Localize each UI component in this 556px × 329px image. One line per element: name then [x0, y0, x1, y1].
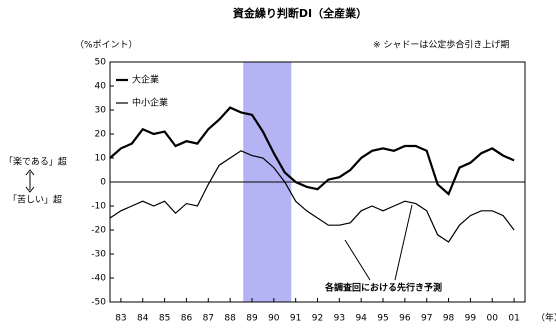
y-tick-label: -30 — [91, 250, 106, 260]
y-tick-label: 0 — [100, 178, 106, 188]
x-tick-label: 86 — [181, 314, 193, 324]
y-axis-label: （%ポイント） — [75, 40, 138, 51]
x-tick-label: 83 — [115, 314, 126, 324]
annotation: 各調査回における先行き予測 — [324, 282, 442, 294]
legend-label: 中小企業 — [132, 97, 168, 109]
x-tick-label: 88 — [224, 314, 236, 324]
series-line — [109, 150, 515, 243]
y-tick-label: 20 — [95, 130, 107, 140]
x-tick-label: 90 — [268, 314, 280, 324]
x-tick-label: 91 — [290, 314, 301, 324]
chart-title: 資金繰り判断DI（全産業） — [233, 6, 367, 20]
x-tick-label: 01 — [508, 314, 519, 324]
x-tick-label: 95 — [377, 314, 388, 324]
y-tick-label: 40 — [95, 82, 107, 92]
y-tick-label: 50 — [95, 58, 107, 68]
y-tick-label: -50 — [91, 298, 106, 308]
upper-label: 「楽である」超 — [4, 156, 67, 168]
x-tick-label: 99 — [465, 314, 477, 324]
x-tick-label: 97 — [421, 314, 432, 324]
y-tick-label: 30 — [95, 106, 107, 116]
lower-label: 「苦しい」超 — [8, 194, 62, 206]
arrow — [25, 169, 35, 193]
x-tick-label: 85 — [159, 314, 170, 324]
y-tick-label: -10 — [91, 202, 106, 212]
x-tick-label: 00 — [487, 314, 499, 324]
x-tick-label: 98 — [443, 314, 455, 324]
x-tick-label: 96 — [399, 314, 411, 324]
x-tick-label: 87 — [203, 314, 214, 324]
x-axis-label: （年） — [536, 312, 556, 324]
series-line — [109, 106, 515, 196]
note: ※ シャドーは公定歩合引き上げ期 — [373, 39, 509, 51]
x-tick-label: 92 — [312, 314, 323, 324]
annotation-pointer — [344, 204, 413, 281]
x-tick-label: 94 — [355, 314, 367, 324]
legend-label: 大企業 — [132, 74, 159, 86]
x-tick-label: 93 — [334, 314, 345, 324]
x-tick-label: 89 — [246, 314, 258, 324]
x-tick-label: 84 — [137, 314, 149, 324]
y-tick-label: -40 — [91, 274, 106, 284]
y-tick-label: -20 — [91, 226, 106, 236]
y-tick-label: 10 — [95, 154, 107, 164]
